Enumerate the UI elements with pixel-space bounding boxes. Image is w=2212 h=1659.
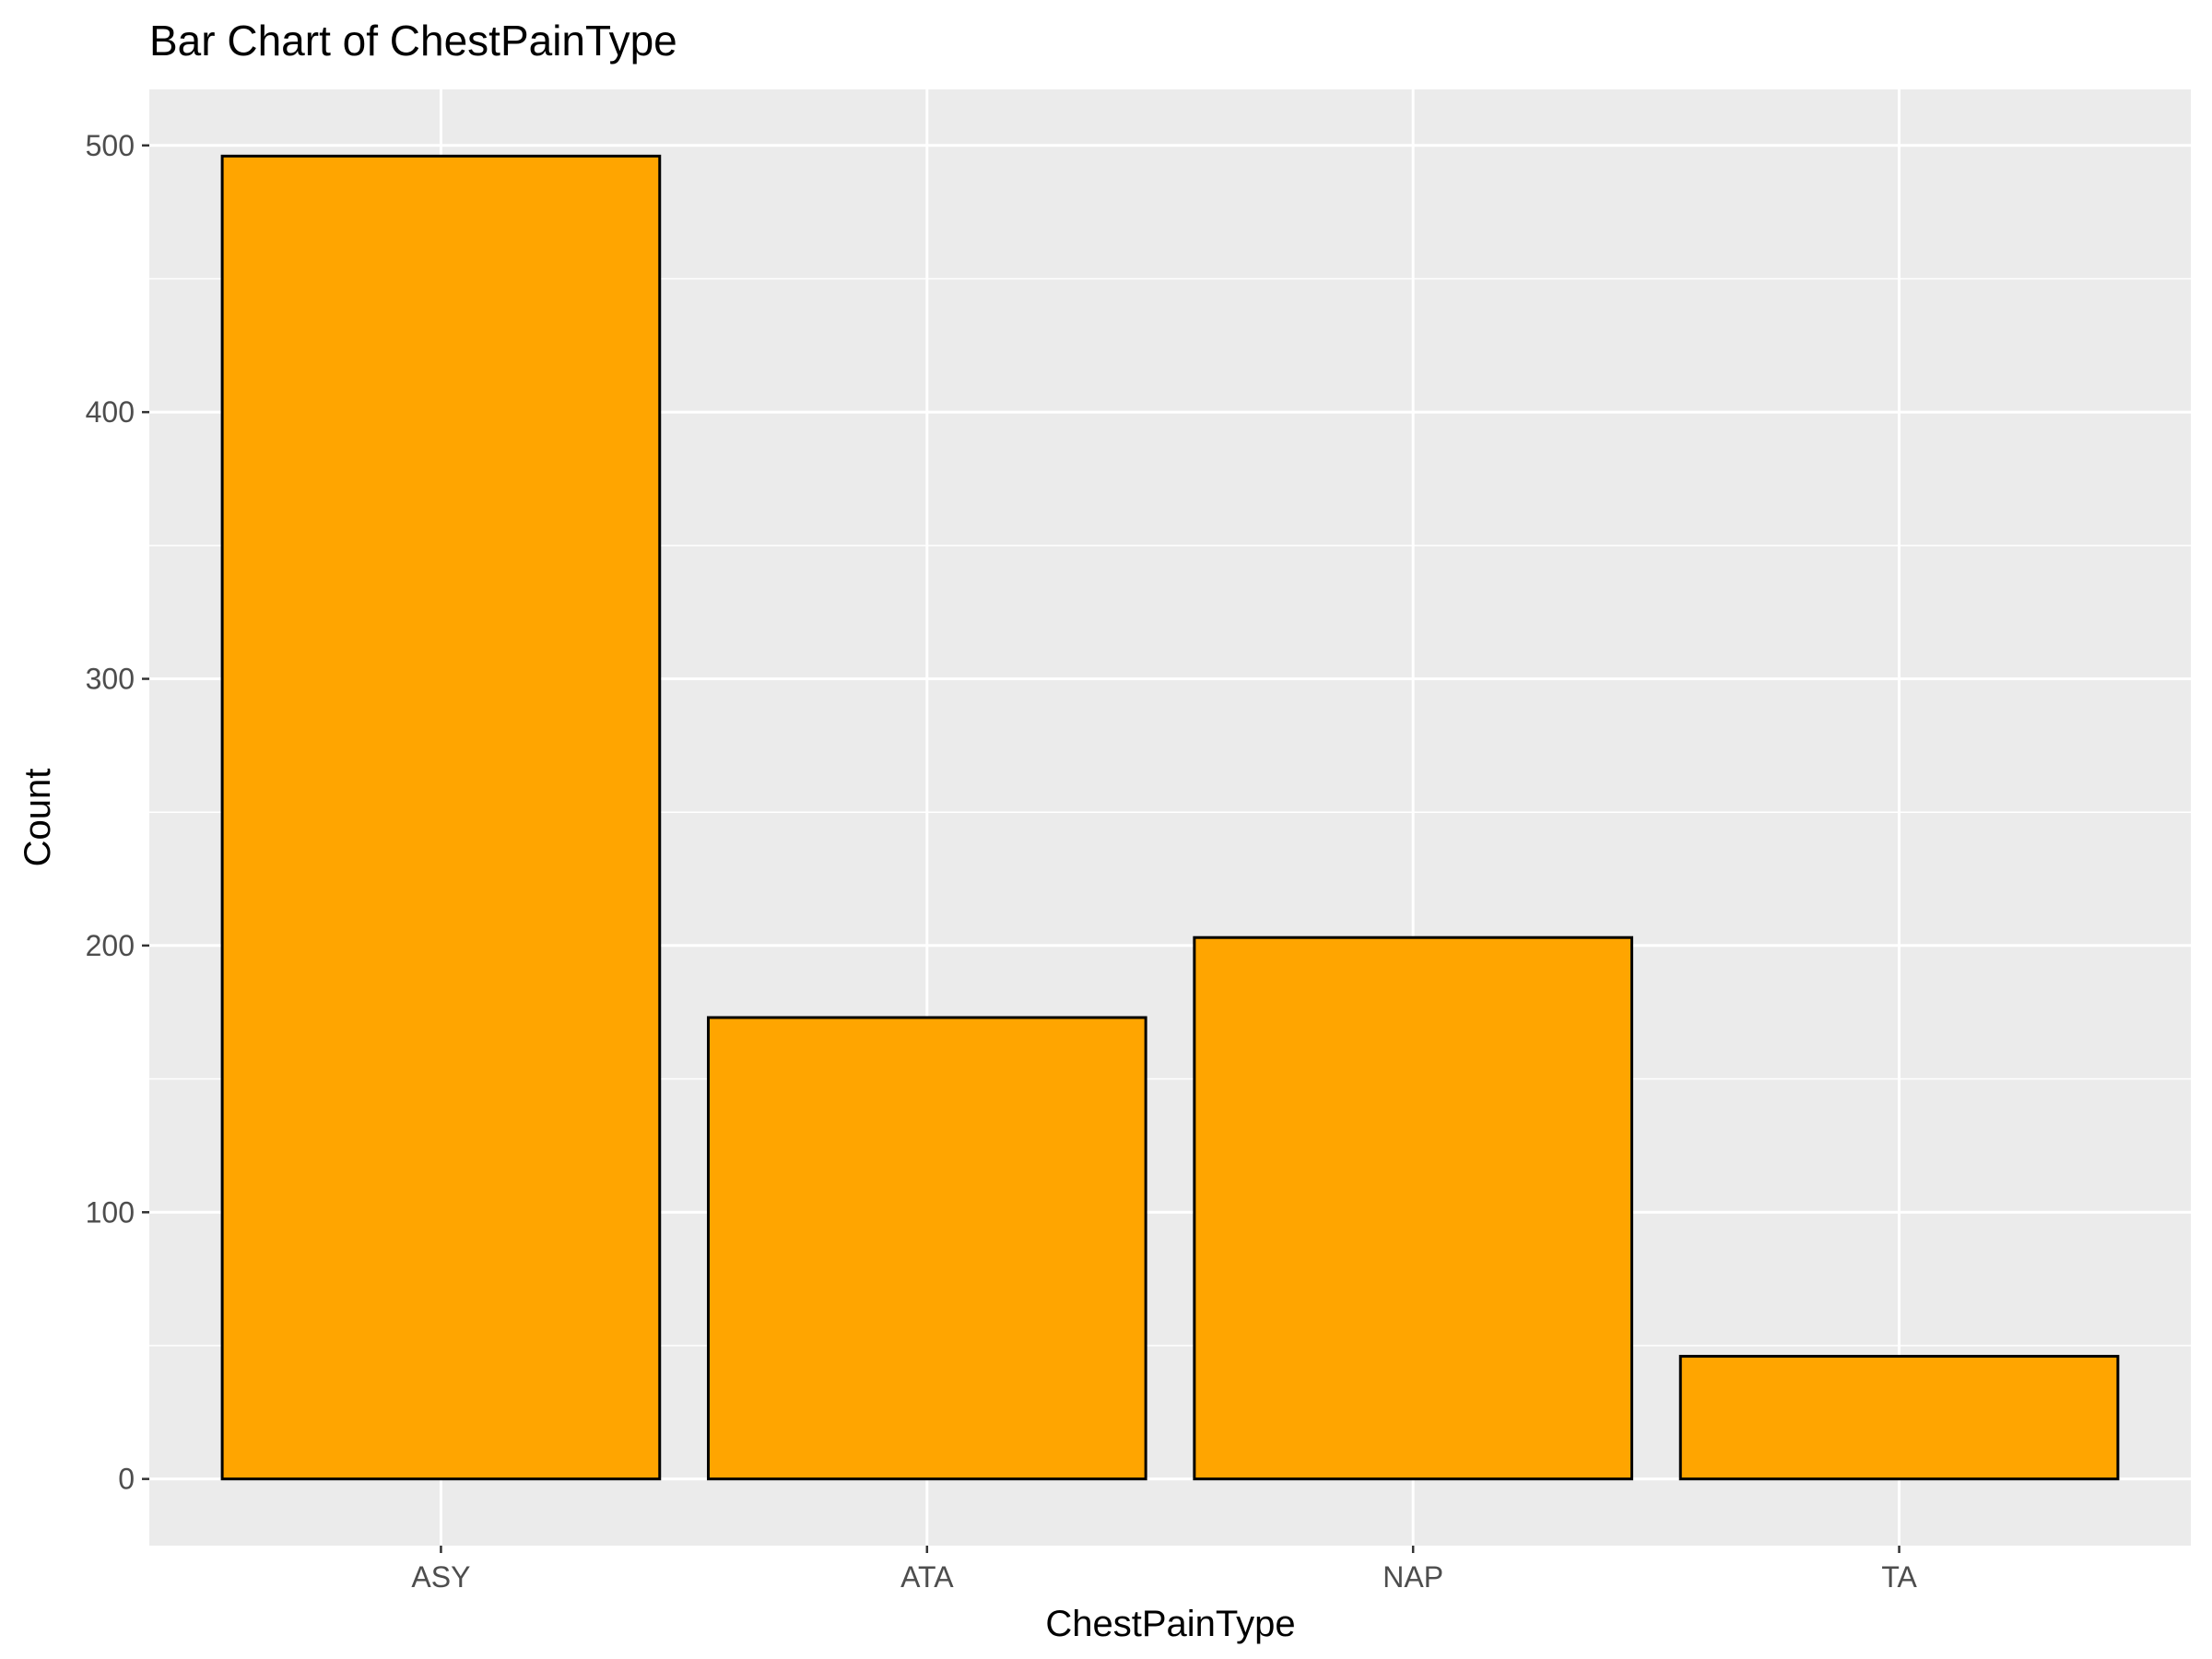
chart-title: Bar Chart of ChestPainType xyxy=(149,17,677,65)
y-axis-title: Count xyxy=(18,769,58,867)
y-tick-label: 200 xyxy=(86,929,135,962)
y-tick-label: 500 xyxy=(86,129,135,162)
x-tick-label: ASY xyxy=(411,1560,470,1594)
bar-nap xyxy=(1193,935,1634,1481)
x-tick-label: ATA xyxy=(900,1560,954,1594)
x-axis-title: ChestPainType xyxy=(1045,1604,1295,1644)
y-tick-label: 400 xyxy=(86,395,135,429)
y-tick-label: 300 xyxy=(86,663,135,696)
y-tick-label: 0 xyxy=(118,1463,135,1496)
y-axis-ticks: 0 100 200 300 400 500 xyxy=(86,129,149,1496)
bar-ta xyxy=(1678,1355,2120,1481)
y-tick-label: 100 xyxy=(86,1195,135,1229)
x-tick-label: NAP xyxy=(1382,1560,1443,1594)
x-axis-ticks: ASY ATA NAP TA xyxy=(411,1546,1917,1594)
bar-ata xyxy=(706,1016,1147,1481)
x-tick-label: TA xyxy=(1881,1560,1917,1594)
bar-asy xyxy=(220,154,662,1481)
bars xyxy=(220,154,2120,1481)
